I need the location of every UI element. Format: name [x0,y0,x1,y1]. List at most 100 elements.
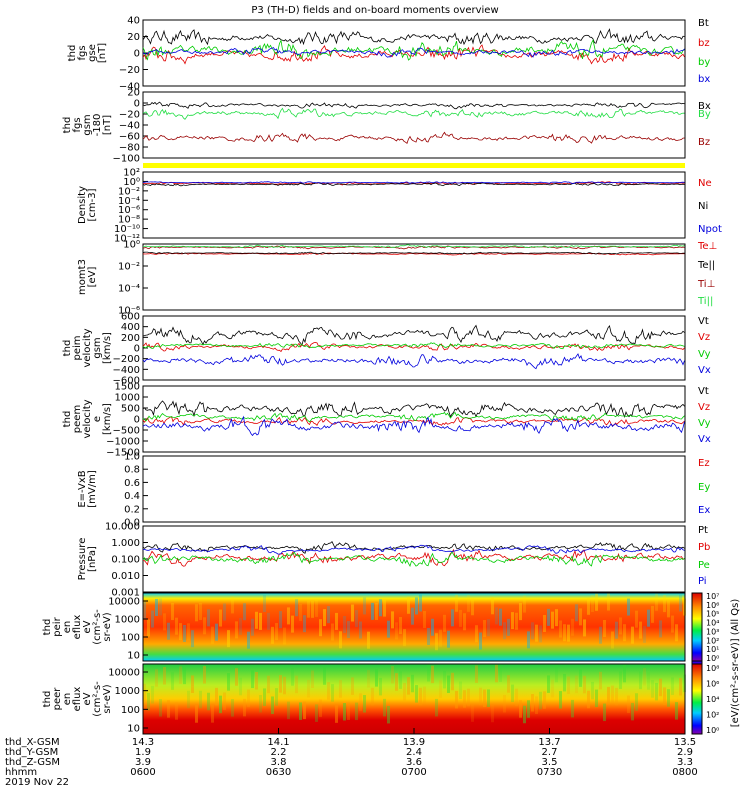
spectrogram-cell [167,700,170,718]
legend-Pi: Pi [698,576,707,587]
spectrogram-cell [623,624,626,642]
spectrogram-cell [663,595,666,613]
spectrogram-cell [391,665,394,684]
spectrogram-cell [635,693,638,711]
panel-frame [142,525,686,593]
y-tick-label: 10⁻² [118,186,140,197]
spectrogram-cell [491,597,494,615]
spectrogram-cell [559,620,562,638]
x-tick-label: 2.9 [677,747,693,758]
x-tick-label: 2.4 [406,747,422,758]
series-line-Bt [142,28,685,46]
y-tick-label: 500 [121,404,140,415]
spectrogram-cell [379,599,382,617]
y-axis-label: velocity [82,328,93,367]
spectrogram-cell [575,675,578,694]
y-axis-label: Density [77,186,88,224]
spectrogram-cell [275,688,278,706]
series-line-By [142,107,685,120]
spectrogram-cell [619,617,622,635]
spectrogram-cell [163,667,166,685]
spectrogram-cell [627,695,630,714]
y-axis-label: [nT] [102,115,113,135]
spectrogram-cell [651,680,654,698]
y-tick-label: −40 [119,121,140,132]
spectrogram-cell [275,623,278,641]
y-tick-label: 10 [127,651,140,662]
x-row-label: thd_X-GSM [5,737,60,748]
y-tick-label: −20 [119,65,140,76]
spectrogram-cell [379,677,382,696]
series-line-bx [142,47,685,58]
y-tick-label: 0 [134,99,140,110]
spectrogram-cell [671,677,674,696]
spectrogram-cell [267,612,270,630]
x-tick-label: 0800 [672,767,697,778]
y-axis-label: en [62,693,73,706]
spectrogram-cell [271,626,274,644]
y-axis-label: fgs [72,117,83,132]
spectrogram-cell [631,626,634,644]
spectrogram-cell [235,621,238,639]
spectrogram-cell [299,702,302,720]
y-axis-label: E=-VxB [77,470,88,507]
y-tick-label: 10.000 [105,522,140,533]
spectrogram-cell [651,605,654,623]
spectrogram-cell [255,611,258,629]
spectrogram-cell [639,621,642,639]
y-axis-label: eflux [72,615,83,640]
y-tick-label: 10000 [108,597,140,608]
spectrogram-cell [443,614,446,632]
x-tick-label: 1.9 [135,747,151,758]
spectrogram-cell [539,691,542,710]
spectrogram-cell [199,602,202,620]
spectrogram-cell [567,624,570,642]
legend-Ey: Ey [698,482,710,493]
spectrogram-cell [503,622,506,640]
x-row-label: hhmm [5,767,37,778]
spectrogram-cell [555,609,558,627]
spectrogram-cell [575,604,578,622]
colorbar-top [691,592,703,662]
legend-Ti||: Ti|| [697,296,713,307]
spectrogram-cell [319,699,322,717]
series-line-Vt [142,400,685,419]
y-axis-label: en [62,621,73,634]
spectrogram-cell [531,694,534,712]
spectrogram-cell [151,610,154,628]
legend-Pt: Pt [698,525,708,536]
spectrogram-image [143,664,685,734]
spectrogram-cell [247,689,250,707]
legend-Te⊥: Te⊥ [697,241,717,252]
spectrogram-cell [483,689,486,708]
spectrogram-cell [543,614,546,632]
spectrogram-cell [587,597,590,615]
spectrogram-cell [191,630,194,648]
x-tick-label: 3.3 [677,757,693,768]
spectrogram-cell [315,704,318,722]
y-tick-label: 0 [134,49,140,60]
series-line-Vx [142,415,685,437]
spectrogram-cell [515,688,518,707]
spectrogram-cell [667,689,670,707]
figure-title: P3 (TH-D) fields and on-board moments ov… [251,5,498,16]
y-tick-label: 10 [127,724,140,735]
y-tick-label: −40 [119,82,140,93]
spectrogram-cell [223,603,226,621]
spectrogram-cell [231,699,234,717]
y-tick-label: 0.010 [111,571,140,582]
panel-frame [142,243,686,311]
colorbar-tick-label: 10² [706,636,719,645]
spectrogram-cell [403,629,406,647]
spectrogram-cell [399,617,402,635]
spectrogram-cell [179,666,182,684]
x-tick-label: 2.7 [542,747,558,758]
spectrogram-cell [331,623,334,641]
legend-Pb: Pb [698,542,710,553]
spectrogram-cell [519,700,522,718]
y-tick-label: 1.0 [124,452,140,463]
panel-fgs-gse: 40 20 0 −20 −40 thd fgs gse [nT] Bt bz by bx [67,16,710,93]
spectrogram-cell [655,682,658,701]
spectrogram-cell [399,671,402,689]
